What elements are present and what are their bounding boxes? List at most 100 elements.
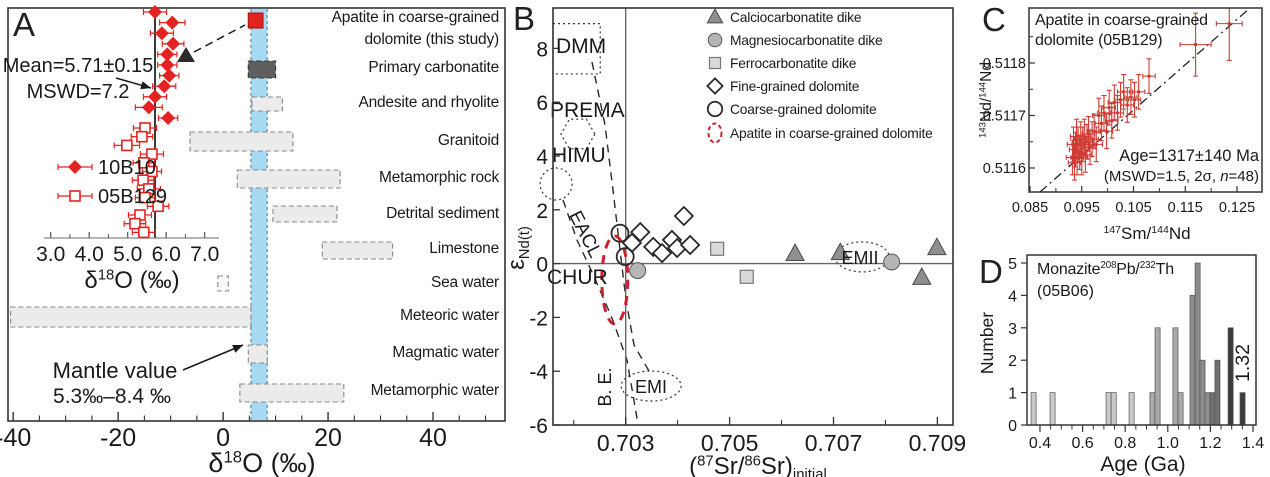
histogram-bar xyxy=(1177,392,1184,426)
category-label: Limestone xyxy=(429,240,499,257)
range-bar xyxy=(10,306,252,328)
x-axis-title: Age (Ga) xyxy=(1100,453,1185,476)
mswd-text: (MSWD=1.5, 2σ, n=48) xyxy=(1104,168,1259,185)
series-open-diamond xyxy=(621,205,701,264)
histogram-bar xyxy=(1110,392,1117,426)
data-point xyxy=(134,191,156,204)
category-row: Granitoid xyxy=(189,131,499,152)
x-axis-title: 147Sm/144Nd xyxy=(1103,224,1190,243)
x-tick-label: 0.4 xyxy=(1029,435,1051,452)
axes: 8 6 4 2 0 -2 -4 -6 0.703 0.705 0.707 0.709 (87Sr/86S… xyxy=(508,38,966,477)
mean-annotation: Mean=5.71±0.15 MSWD=7.2 xyxy=(3,55,154,103)
plot-frame xyxy=(1028,7,1263,193)
data-point xyxy=(113,139,141,152)
legend-item: 10B10 xyxy=(57,157,156,179)
data-point xyxy=(610,223,630,243)
data-point xyxy=(1127,81,1142,118)
x-tick-label: 40 xyxy=(419,424,447,452)
category-label: Meteoric water xyxy=(400,307,499,324)
x-tick-label: 1.4 xyxy=(1242,435,1264,452)
plot-area xyxy=(1039,8,1251,192)
range-bar xyxy=(247,12,264,29)
legend-item: 05B129 xyxy=(57,186,167,208)
category-label: Detrital sediment xyxy=(386,205,500,222)
eacl-label: EACL xyxy=(564,208,605,262)
peak-age-label: 1.32 xyxy=(1232,344,1254,382)
category-row: Andesite and rhyolite xyxy=(251,94,499,112)
data-point xyxy=(142,89,168,104)
range-bar xyxy=(239,383,345,403)
y-axis-title: 143Nd/144Nd xyxy=(977,62,995,138)
data-point xyxy=(1179,12,1212,77)
panel-letter-c: C xyxy=(982,1,1006,38)
data-point xyxy=(152,79,177,94)
legend-label: 05B129 xyxy=(98,186,167,208)
x-tick-label: 0.709 xyxy=(909,430,967,456)
study-callout xyxy=(177,24,246,62)
inset-legend: 10B10 05B129 xyxy=(57,157,167,208)
category-label: Metamorphic water xyxy=(371,382,499,399)
y-tick-label: -2 xyxy=(529,307,548,330)
range-bar xyxy=(251,96,283,112)
inset-series-10B10 xyxy=(134,5,186,125)
x-tick-label: 0.6 xyxy=(1071,435,1093,452)
y-tick-label: -6 xyxy=(529,415,548,438)
range-bar xyxy=(189,131,294,152)
x-tick-label: 0.095 xyxy=(1064,200,1100,216)
data-point xyxy=(131,226,156,239)
histogram-bar xyxy=(1172,327,1179,426)
data-point xyxy=(679,234,701,256)
inset-x-axis: 3.0 4.0 5.0 6.0 7.0 δ18O (‰) xyxy=(36,232,219,294)
category-label: Granitoid xyxy=(438,132,499,149)
data-point xyxy=(141,165,163,178)
y-tick-label: 0.5116 xyxy=(983,161,1026,177)
y-tick-label: 0 xyxy=(536,254,548,277)
data-point xyxy=(1092,97,1106,134)
data-point xyxy=(159,68,180,83)
data-point xyxy=(134,100,163,115)
prema-field xyxy=(560,118,596,150)
data-point xyxy=(1099,113,1114,150)
legend-item: Magnesiocarbonatite dike xyxy=(707,32,883,48)
panel-letter-b: B xyxy=(513,0,535,37)
histogram-bar xyxy=(1199,359,1206,426)
title-line2: (05B06) xyxy=(1037,283,1094,300)
plot-frame xyxy=(552,7,954,426)
chur-label: CHUR xyxy=(547,266,608,289)
data-point xyxy=(1110,95,1125,131)
mswd-text: MSWD=7.2 xyxy=(27,81,130,103)
histogram-bars xyxy=(1030,262,1246,426)
himu-label: HIMU xyxy=(552,144,606,167)
panel-b-sr-nd-isotope-chart: B DMM PREMA HIMU EMI EMII CHUR B. E. EACL 8 6 4 2 0 -… xyxy=(508,0,966,477)
axes: 0 1 2 3 4 5 0.4 0.6 0.8 1.0 1.2 1.4 Number Age (Ga) xyxy=(977,256,1264,476)
series-open-circle xyxy=(610,223,635,267)
callout-triangle-icon xyxy=(177,47,195,62)
data-point xyxy=(1142,58,1156,94)
data-point xyxy=(629,262,647,280)
data-point xyxy=(157,47,178,62)
plot-frame xyxy=(1026,254,1257,426)
y-tick-label: 0.5117 xyxy=(983,109,1026,125)
data-point xyxy=(157,111,179,125)
x-tick-label: 0.707 xyxy=(805,430,863,456)
prema-label: PREMA xyxy=(550,99,625,122)
legend-label: Coarse-grained dolomite xyxy=(730,102,877,117)
legend-label: Fine-grained dolomite xyxy=(730,79,860,94)
plot-frame xyxy=(7,7,506,422)
peak-annotation: 1.32 xyxy=(1232,344,1254,382)
data-point xyxy=(1067,144,1082,181)
x-tick-label: 1.0 xyxy=(1157,435,1179,452)
histogram-bar xyxy=(1194,262,1201,426)
y-tick-label: 4 xyxy=(536,146,548,169)
histogram-bar xyxy=(1149,392,1156,426)
data-point xyxy=(146,200,170,213)
x-tick-label: 1.2 xyxy=(1199,435,1221,452)
inset-x-axis-title: δ18O (‰) xyxy=(84,267,179,294)
category-row: Detrital sediment xyxy=(272,205,500,223)
panel-a-delta18o-chart: A Apatite in coarse-grained dolomite (thi… xyxy=(0,5,506,477)
title-line2: dolomite (05B129) xyxy=(1035,32,1162,49)
range-bar xyxy=(321,241,394,260)
inset-x-tick-label: 5.0 xyxy=(113,243,142,266)
panel-c-sm-nd-isochron-chart: C 0.085 0.095 0.105 0.115 0.1250.51160.51170… xyxy=(977,1,1263,243)
title-line1: Apatite in coarse-grained xyxy=(1035,12,1208,29)
